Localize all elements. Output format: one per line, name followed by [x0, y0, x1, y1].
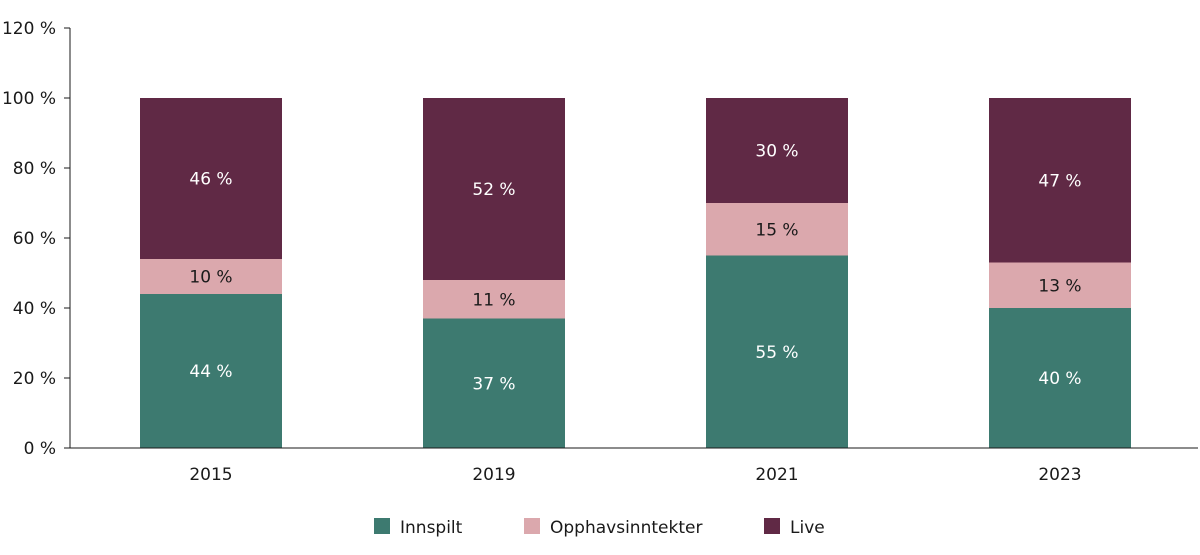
data-label: 30 % — [755, 142, 798, 162]
bar-stack-2023: 40 % 13 % 47 % — [989, 98, 1131, 448]
y-tick-label: 120 % — [2, 19, 56, 39]
y-tick-label: 40 % — [13, 299, 56, 319]
legend-swatch — [374, 518, 390, 534]
y-tick-label: 80 % — [13, 159, 56, 179]
bar-stack-2015: 44 % 10 % 46 % — [140, 98, 282, 448]
data-label: 47 % — [1038, 171, 1081, 191]
x-tick-label: 2019 — [472, 465, 515, 485]
data-label: 15 % — [755, 220, 798, 240]
data-label: 52 % — [472, 180, 515, 200]
y-tick-label: 60 % — [13, 229, 56, 249]
data-label: 40 % — [1038, 369, 1081, 389]
y-tick-label: 0 % — [24, 439, 56, 459]
x-tick-label: 2015 — [189, 465, 232, 485]
y-tick-label: 100 % — [2, 89, 56, 109]
bar-segment-live-2019 — [423, 98, 565, 280]
legend-swatch — [524, 518, 540, 534]
bar-segment-innspilt-2021 — [706, 255, 848, 448]
bar-segment-live-2015 — [140, 98, 282, 259]
data-label: 10 % — [189, 268, 232, 288]
legend: Innspilt Opphavsinntekter Live — [374, 518, 825, 538]
y-tick-label: 20 % — [13, 369, 56, 389]
bar-segment-live-2023 — [989, 98, 1131, 263]
data-label: 44 % — [189, 362, 232, 382]
bar-segment-opphavsinntekter-2015 — [140, 259, 282, 294]
x-tick-label: 2023 — [1038, 465, 1081, 485]
data-label: 11 % — [472, 290, 515, 310]
legend-item-live: Live — [764, 518, 825, 538]
bar-stack-2019: 37 % 11 % 52 % — [423, 98, 565, 448]
legend-item-opphavsinntekter: Opphavsinntekter — [524, 518, 702, 538]
x-tick-label: 2021 — [755, 465, 798, 485]
bar-segment-innspilt-2023 — [989, 308, 1131, 448]
bar-segment-live-2021 — [706, 98, 848, 203]
data-label: 37 % — [472, 374, 515, 394]
bar-segment-opphavsinntekter-2019 — [423, 280, 565, 319]
data-label: 13 % — [1038, 276, 1081, 296]
x-axis: 2015 2019 2021 2023 — [70, 447, 1198, 485]
data-label: 55 % — [755, 343, 798, 363]
legend-label: Opphavsinntekter — [550, 518, 702, 538]
legend-label: Innspilt — [400, 518, 463, 538]
bar-stack-2021: 55 % 15 % 30 % — [706, 98, 848, 448]
bars: 44 % 10 % 46 % 37 % 11 % 52 % 55 % 15 % 30 % 40 %… — [140, 98, 1131, 448]
bar-segment-innspilt-2019 — [423, 318, 565, 448]
legend-item-innspilt: Innspilt — [374, 518, 463, 538]
bar-segment-opphavsinntekter-2023 — [989, 262, 1131, 308]
bar-segment-opphavsinntekter-2021 — [706, 203, 848, 256]
y-axis: 0 % 20 % 40 % 60 % 80 % 100 % 120 % — [2, 19, 71, 459]
legend-label: Live — [790, 518, 825, 538]
legend-swatch — [764, 518, 780, 534]
data-label: 46 % — [189, 170, 232, 190]
bar-segment-innspilt-2015 — [140, 294, 282, 448]
